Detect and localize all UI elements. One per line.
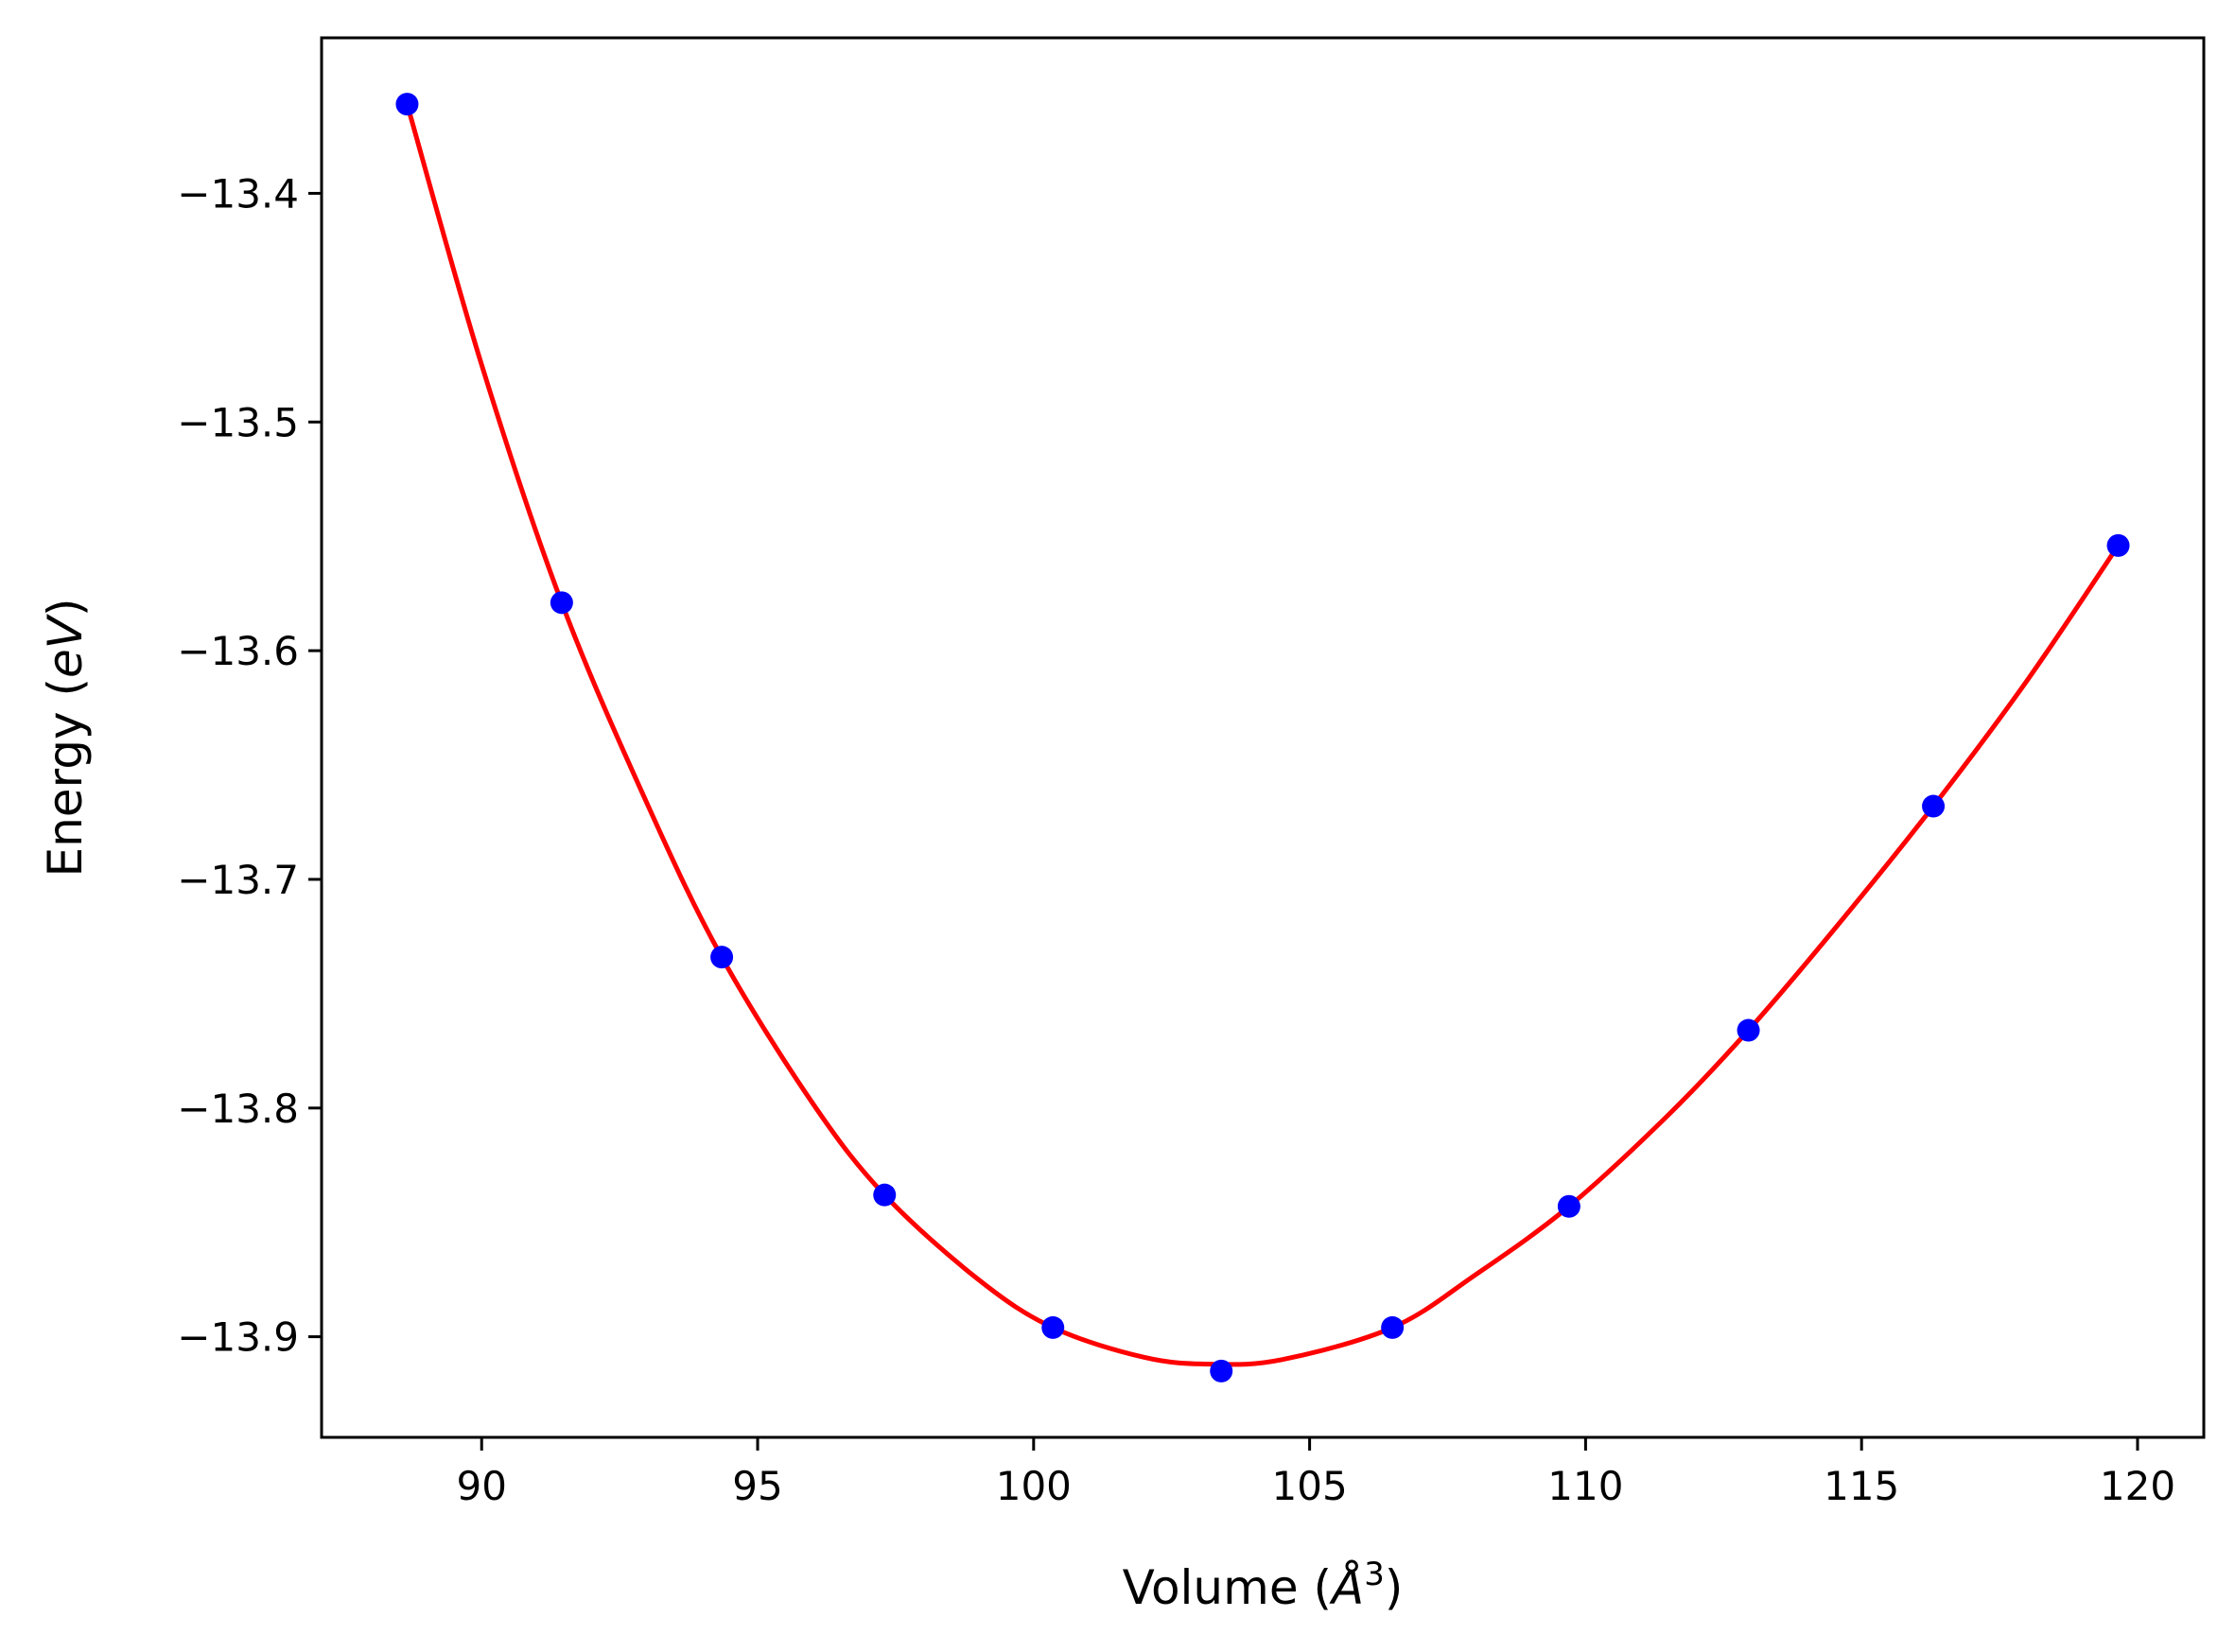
data-point — [873, 1183, 897, 1207]
data-point — [395, 93, 419, 116]
y-tick-label: −13.9 — [177, 1314, 299, 1361]
y-axis-label-close: ) — [38, 599, 93, 617]
y-tick-label: −13.7 — [177, 857, 299, 903]
data-point — [2106, 533, 2130, 557]
y-tick-label: −13.5 — [177, 399, 299, 445]
x-tick-label: 115 — [1824, 1463, 1899, 1509]
x-tick-label: 100 — [996, 1463, 1072, 1509]
data-point — [1737, 1018, 1760, 1042]
y-axis-label: Energy (eV) — [38, 599, 93, 878]
x-axis-label-symbol: Å — [1329, 1560, 1364, 1615]
data-points-layer — [395, 93, 2130, 1382]
y-tick-label: −13.4 — [177, 170, 299, 217]
x-axis-label-close: ) — [1385, 1560, 1404, 1615]
data-point — [1922, 794, 1946, 818]
x-tick-label: 90 — [457, 1463, 507, 1509]
data-point — [710, 946, 734, 969]
fit-curve-layer — [405, 103, 2121, 1367]
data-point — [1381, 1315, 1405, 1339]
x-tick-label: 95 — [732, 1463, 782, 1509]
fit-curve-line — [405, 103, 2121, 1367]
x-axis-ticks: 90 95 100 105 110 115 120 — [457, 1437, 2175, 1509]
data-point — [1041, 1315, 1065, 1339]
data-point — [550, 591, 573, 615]
y-axis-label-italic: eV — [38, 613, 93, 678]
plot-frame — [320, 36, 2206, 1439]
data-point — [1557, 1194, 1580, 1218]
y-axis-ticks: −13.9 −13.8 −13.7 −13.6 −13.5 −13.4 — [177, 170, 322, 1361]
x-tick-label: 110 — [1547, 1463, 1623, 1509]
x-tick-label: 105 — [1272, 1463, 1348, 1509]
x-axis-label-exponent: 3 — [1364, 1556, 1385, 1593]
y-tick-label: −13.6 — [177, 628, 299, 674]
x-tick-label: 120 — [2100, 1463, 2175, 1509]
data-point — [1210, 1359, 1233, 1382]
x-axis-label-text: Volume ( — [1123, 1560, 1332, 1615]
y-tick-label: −13.8 — [177, 1086, 299, 1132]
x-axis-label: Volume (Å3) — [1123, 1556, 1404, 1615]
y-axis-label-text: Energy ( — [38, 678, 93, 877]
